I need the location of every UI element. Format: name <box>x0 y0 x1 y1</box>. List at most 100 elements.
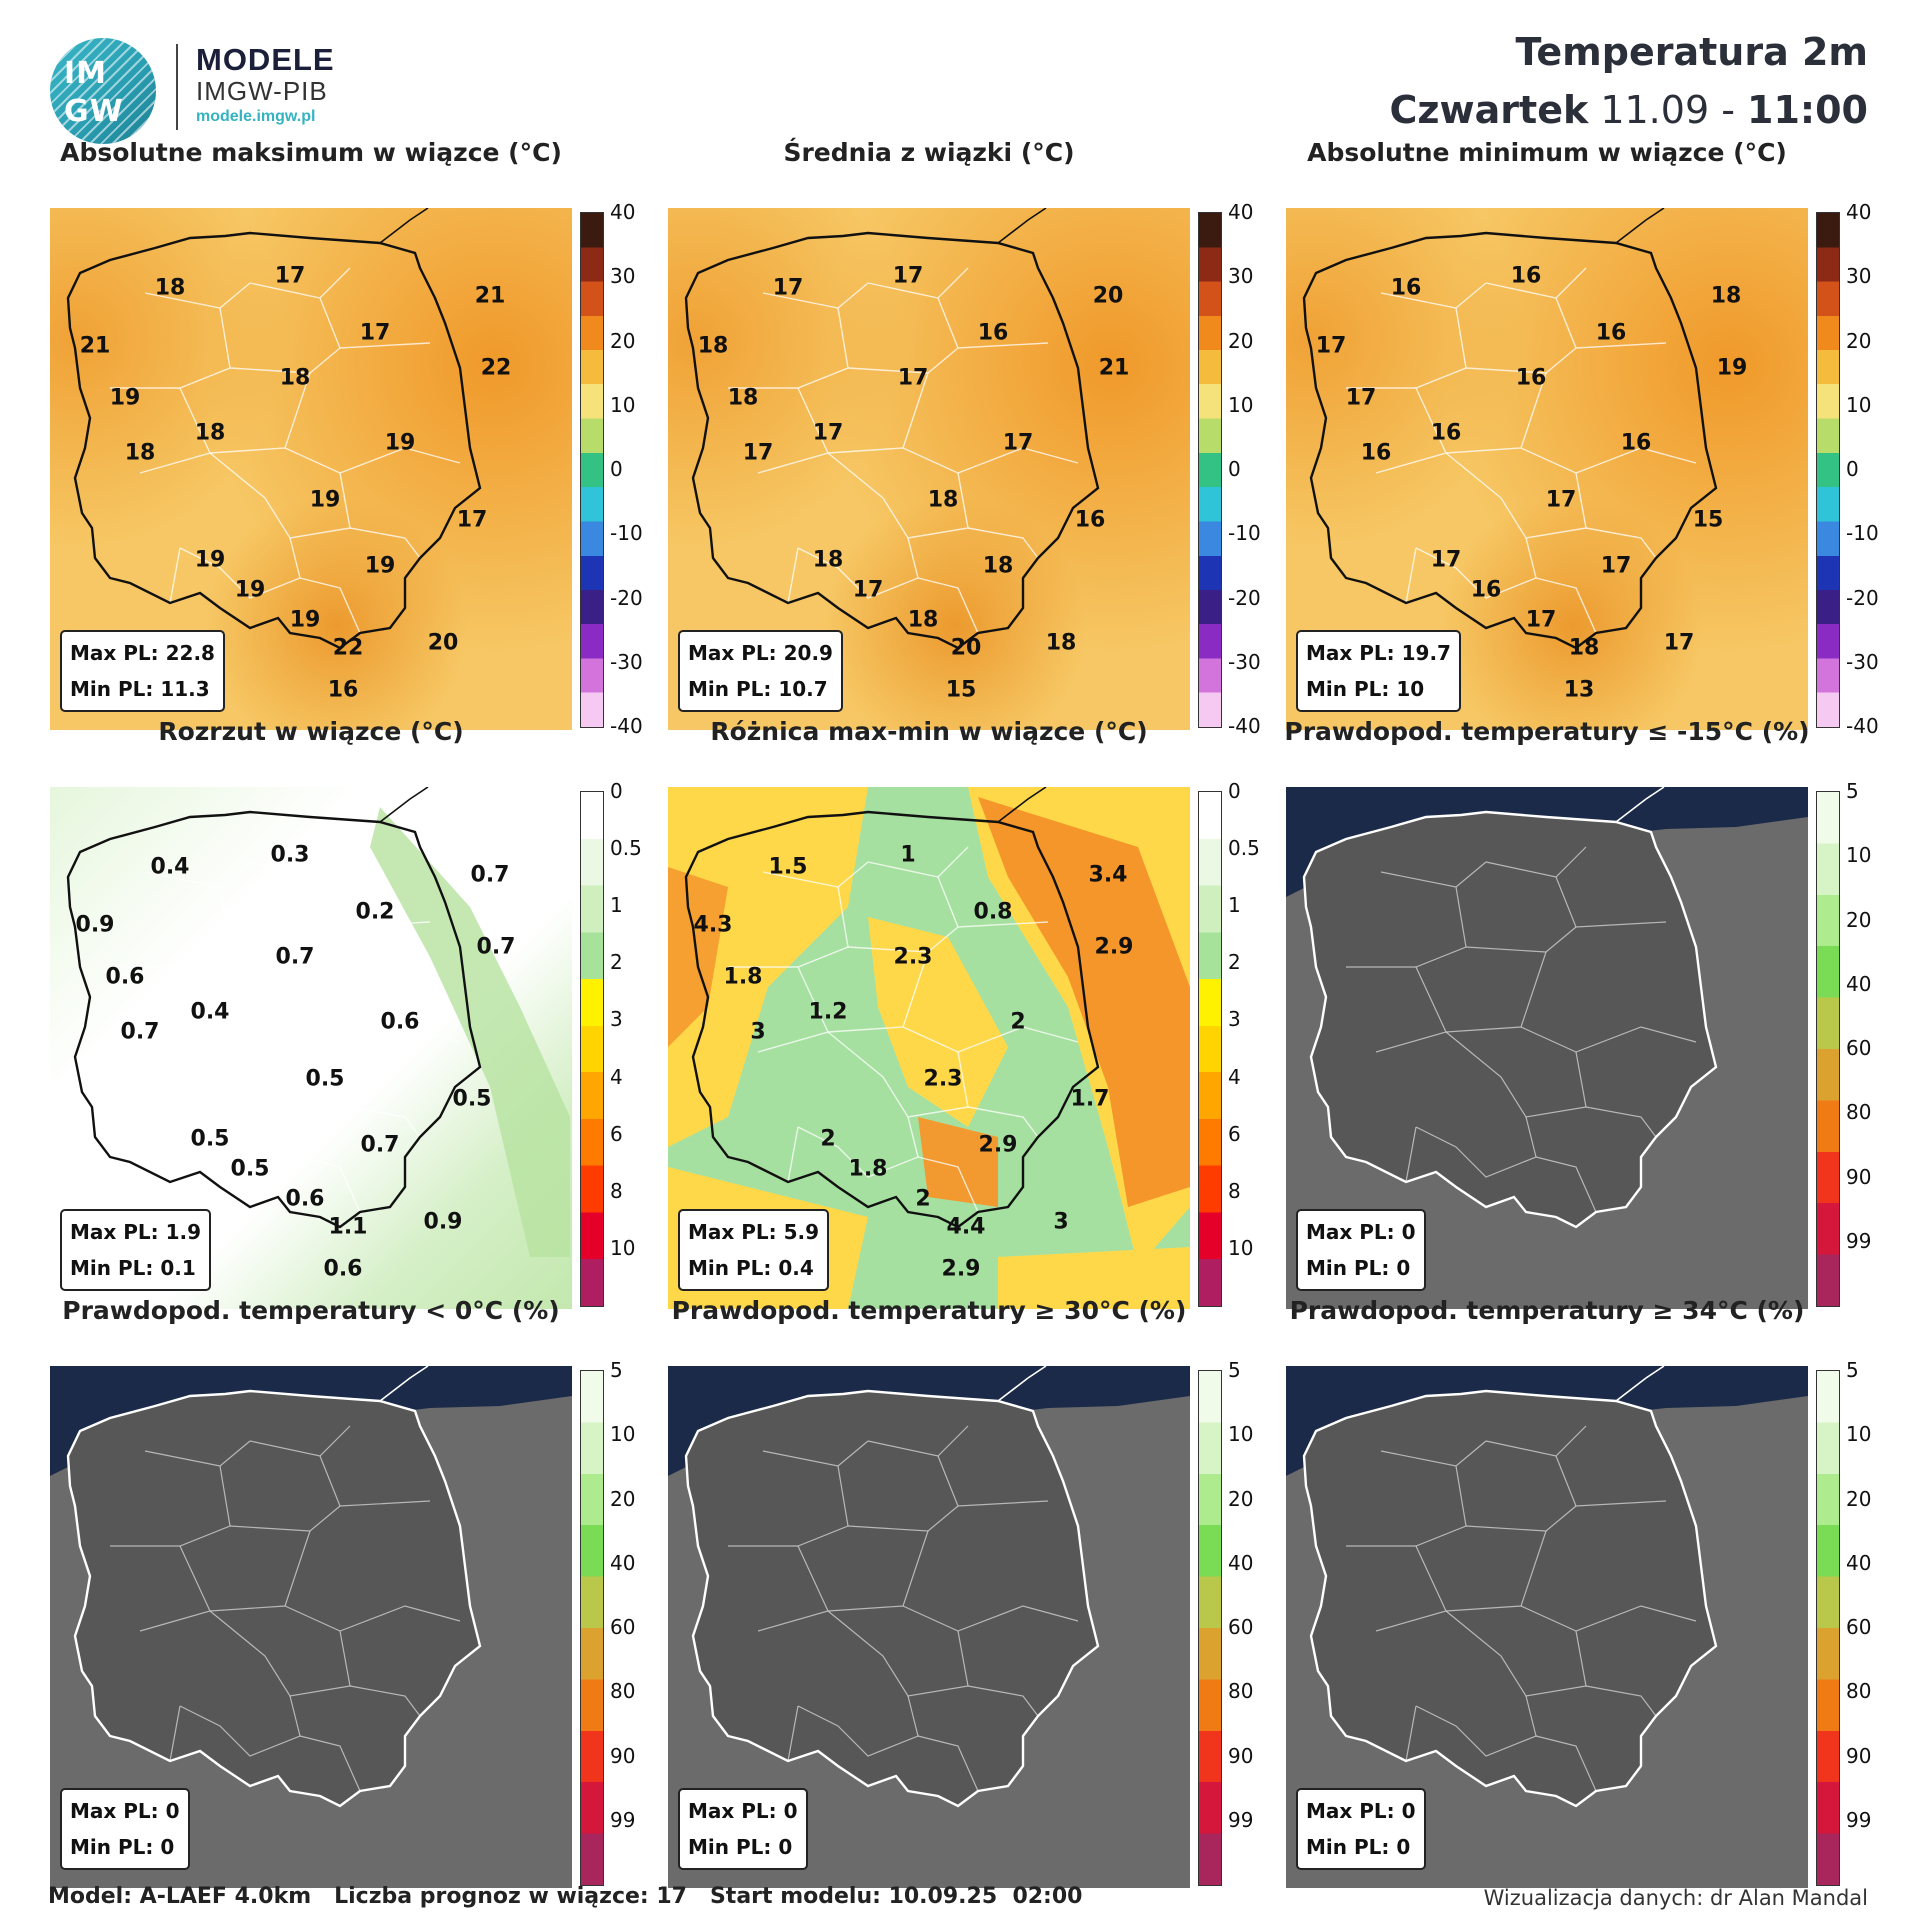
value-label: 1.7 <box>1070 1086 1110 1112</box>
value-label: 17 <box>1345 385 1377 411</box>
value-label: 18 <box>124 440 156 466</box>
value-label: 16 <box>1360 440 1392 466</box>
colorbar-tick: 0 <box>1846 457 1859 481</box>
value-label: 1.8 <box>848 1156 888 1182</box>
value-label: 0.5 <box>452 1086 492 1112</box>
value-label: 18 <box>1568 635 1600 661</box>
logo-divider <box>176 44 178 130</box>
value-label: 0.6 <box>380 1009 420 1035</box>
value-label: 21 <box>1098 355 1130 381</box>
brand-url[interactable]: modele.imgw.pl <box>196 108 316 125</box>
colorbar-tick: 30 <box>1228 264 1254 289</box>
colorbar-tick: 10 <box>1228 392 1254 417</box>
colorbar <box>1816 212 1840 728</box>
colorbar-tick: 90 <box>1228 1743 1254 1768</box>
colorbar-tick: 30 <box>610 264 636 289</box>
map-panel: Max PL: 0 Min PL: 0 <box>1286 1366 1808 1888</box>
colorbar-tick: 80 <box>1846 1679 1872 1704</box>
colorbar-tick: 3 <box>1228 1007 1241 1032</box>
value-label: 0.4 <box>190 999 230 1025</box>
value-label: 15 <box>945 677 977 703</box>
value-label: 18 <box>812 547 844 573</box>
value-label: 1.5 <box>768 854 808 880</box>
page-title: Temperatura 2m <box>1515 30 1868 74</box>
brand-name: MODELE <box>196 42 335 77</box>
colorbar-tick: 4 <box>610 1064 623 1089</box>
value-label: 3 <box>750 1019 766 1045</box>
colorbar-tick: 2 <box>610 950 623 975</box>
value-label: 0.7 <box>275 944 315 970</box>
value-label: 1.8 <box>723 964 763 990</box>
value-label: 17 <box>1315 333 1347 359</box>
stats-box: Max PL: 0 Min PL: 0 <box>1296 1209 1426 1291</box>
value-label: 22 <box>332 635 364 661</box>
value-label: 18 <box>1710 283 1742 309</box>
value-label: 17 <box>1430 547 1462 573</box>
value-label: 17 <box>456 507 488 533</box>
colorbar <box>1816 791 1840 1307</box>
brand-sub: IMGW-PIB <box>196 76 328 106</box>
colorbar-tick: 99 <box>1846 1228 1872 1253</box>
map-panel: 0.4 0.3 0.7 0.9 0.2 0.7 0.6 0.7 0.4 0.6 0.7 0.5 0.5 0… <box>50 787 572 1309</box>
value-label: 16 <box>1620 430 1652 456</box>
colorbar-tick: 40 <box>1846 971 1872 996</box>
value-label: 16 <box>1515 365 1547 391</box>
min-pl: Min PL: 0.1 <box>70 1256 196 1280</box>
colorbar-tick: -20 <box>1846 585 1879 610</box>
stats-box: Max PL: 0 Min PL: 0 <box>60 1788 190 1870</box>
stats-box: Max PL: 0 Min PL: 0 <box>1296 1788 1426 1870</box>
value-label: 20 <box>950 635 982 661</box>
value-label: 0.9 <box>423 1209 463 1235</box>
min-pl: Min PL: 0 <box>688 1835 793 1859</box>
value-label: 21 <box>79 333 111 359</box>
colorbar-tick: 0 <box>1228 779 1241 803</box>
value-label: 17 <box>1663 630 1695 656</box>
panel-title: Absolutne minimum w wiązce (°C) <box>1307 138 1787 167</box>
stats-box: Max PL: 19.7 Min PL: 10 <box>1296 630 1461 712</box>
value-label: 18 <box>194 420 226 446</box>
colorbar <box>580 212 604 728</box>
colorbar-tick: -40 <box>1846 714 1879 738</box>
value-label: 19 <box>234 577 266 603</box>
max-pl: Max PL: 1.9 <box>70 1220 202 1244</box>
colorbar-tick: -20 <box>1228 585 1261 610</box>
colorbar-tick: 60 <box>610 1615 636 1639</box>
panel-title: Prawdopod. temperatury ≥ 30°C (%) <box>671 1296 1187 1325</box>
min-pl: Min PL: 10 <box>1306 677 1425 701</box>
value-label: 19 <box>194 547 226 573</box>
value-label: 17 <box>852 577 884 603</box>
value-label: 0.7 <box>360 1132 400 1158</box>
colorbar-tick: 3 <box>610 1007 623 1032</box>
footer-credit: Wizualizacja danych: dr Alan Mandal <box>1483 1886 1868 1910</box>
colorbar-tick: -40 <box>610 714 643 738</box>
colorbar-tick: 0 <box>610 457 623 481</box>
colorbar-tick: 6 <box>610 1121 623 1146</box>
value-label: 16 <box>1595 320 1627 346</box>
panel-title: Prawdopod. temperatury ≤ -15°C (%) <box>1284 717 1810 746</box>
colorbar-tick: 5 <box>1846 779 1859 803</box>
value-label: 0.5 <box>230 1156 270 1182</box>
colorbar-tick: 20 <box>610 328 636 353</box>
colorbar-tick: 80 <box>1846 1100 1872 1125</box>
colorbar-tick: -30 <box>1228 649 1261 674</box>
map-panel: 16 16 18 17 16 19 17 16 16 16 16 17 17 15 17 16 17 18 17 13… <box>1286 208 1808 730</box>
value-label: 17 <box>772 275 804 301</box>
value-label: 18 <box>154 275 186 301</box>
colorbar-tick: 40 <box>610 200 636 224</box>
colorbar-tick: 99 <box>610 1807 636 1832</box>
colorbar-tick: 10 <box>1846 1422 1872 1447</box>
colorbar-tick: -40 <box>1228 714 1261 738</box>
value-label: 2.9 <box>1094 934 1134 960</box>
value-label: 17 <box>897 365 929 391</box>
colorbar-tick: -10 <box>610 521 643 546</box>
value-label: 17 <box>1002 430 1034 456</box>
map-panel: Max PL: 0 Min PL: 0 <box>668 1366 1190 1888</box>
colorbar-tick: 40 <box>1846 200 1872 224</box>
stats-box: Max PL: 1.9 Min PL: 0.1 <box>60 1209 212 1291</box>
value-label: 4.4 <box>946 1214 986 1240</box>
min-pl: Min PL: 0.4 <box>688 1256 814 1280</box>
value-label: 16 <box>977 320 1009 346</box>
map-panel: Max PL: 0 Min PL: 0 <box>50 1366 572 1888</box>
colorbar-tick: 8 <box>610 1178 623 1203</box>
colorbar-tick: 80 <box>610 1679 636 1704</box>
